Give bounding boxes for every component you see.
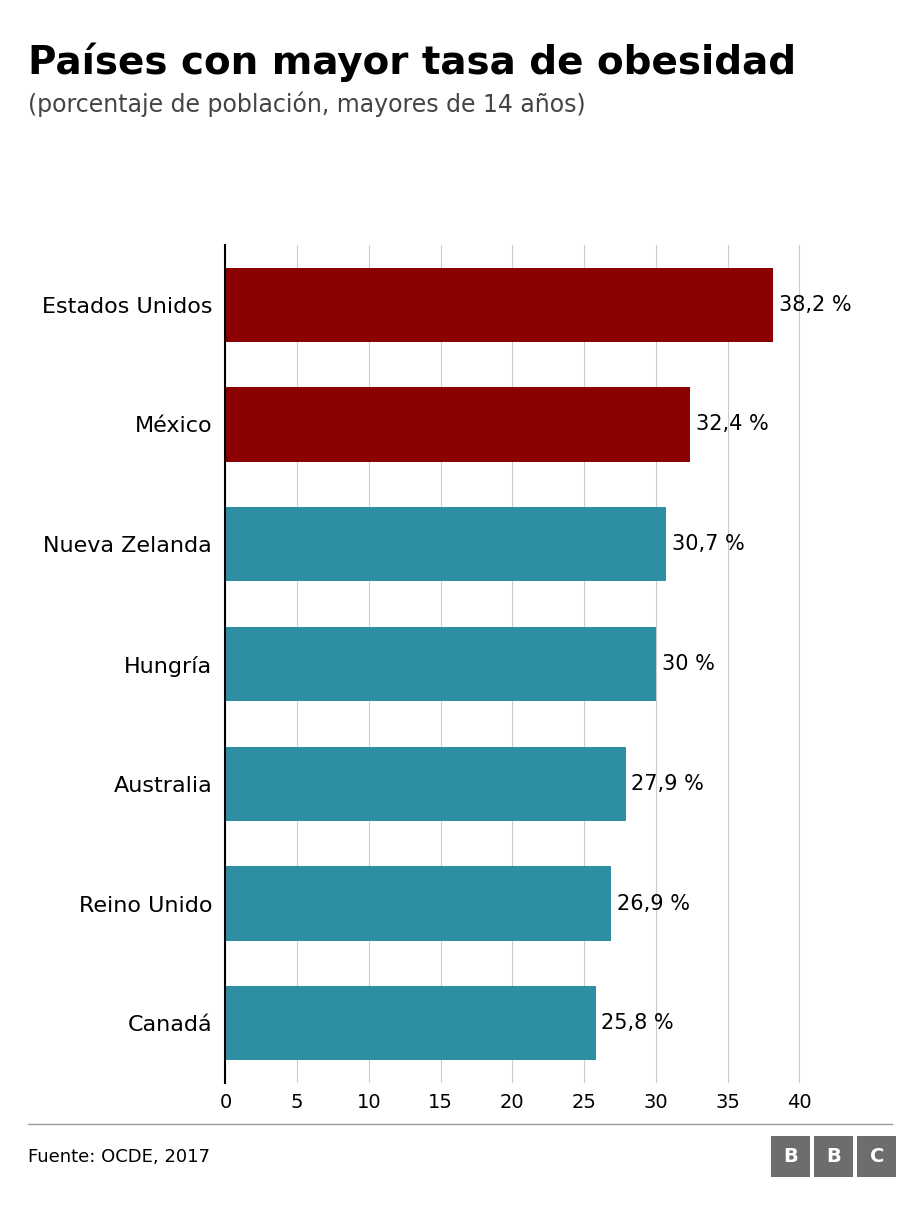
Text: 27,9 %: 27,9 % xyxy=(630,774,704,794)
Bar xyxy=(225,387,689,461)
Text: (porcentaje de población, mayores de 14 años): (porcentaje de población, mayores de 14 … xyxy=(28,92,584,118)
Bar xyxy=(225,627,655,701)
Bar xyxy=(225,987,595,1060)
Text: 30 %: 30 % xyxy=(661,654,714,674)
Text: 25,8 %: 25,8 % xyxy=(601,1013,674,1033)
Text: Países con mayor tasa de obesidad: Países con mayor tasa de obesidad xyxy=(28,43,795,82)
Bar xyxy=(225,867,611,941)
Text: B: B xyxy=(782,1147,797,1166)
Text: 26,9 %: 26,9 % xyxy=(617,894,689,913)
Bar xyxy=(225,268,773,341)
Text: C: C xyxy=(868,1147,883,1166)
Bar xyxy=(225,747,625,821)
Text: 30,7 %: 30,7 % xyxy=(671,534,743,554)
Text: Fuente: OCDE, 2017: Fuente: OCDE, 2017 xyxy=(28,1148,210,1165)
Text: B: B xyxy=(825,1147,840,1166)
Text: 38,2 %: 38,2 % xyxy=(778,295,851,315)
Bar xyxy=(225,507,665,581)
Text: 32,4 %: 32,4 % xyxy=(696,415,768,435)
